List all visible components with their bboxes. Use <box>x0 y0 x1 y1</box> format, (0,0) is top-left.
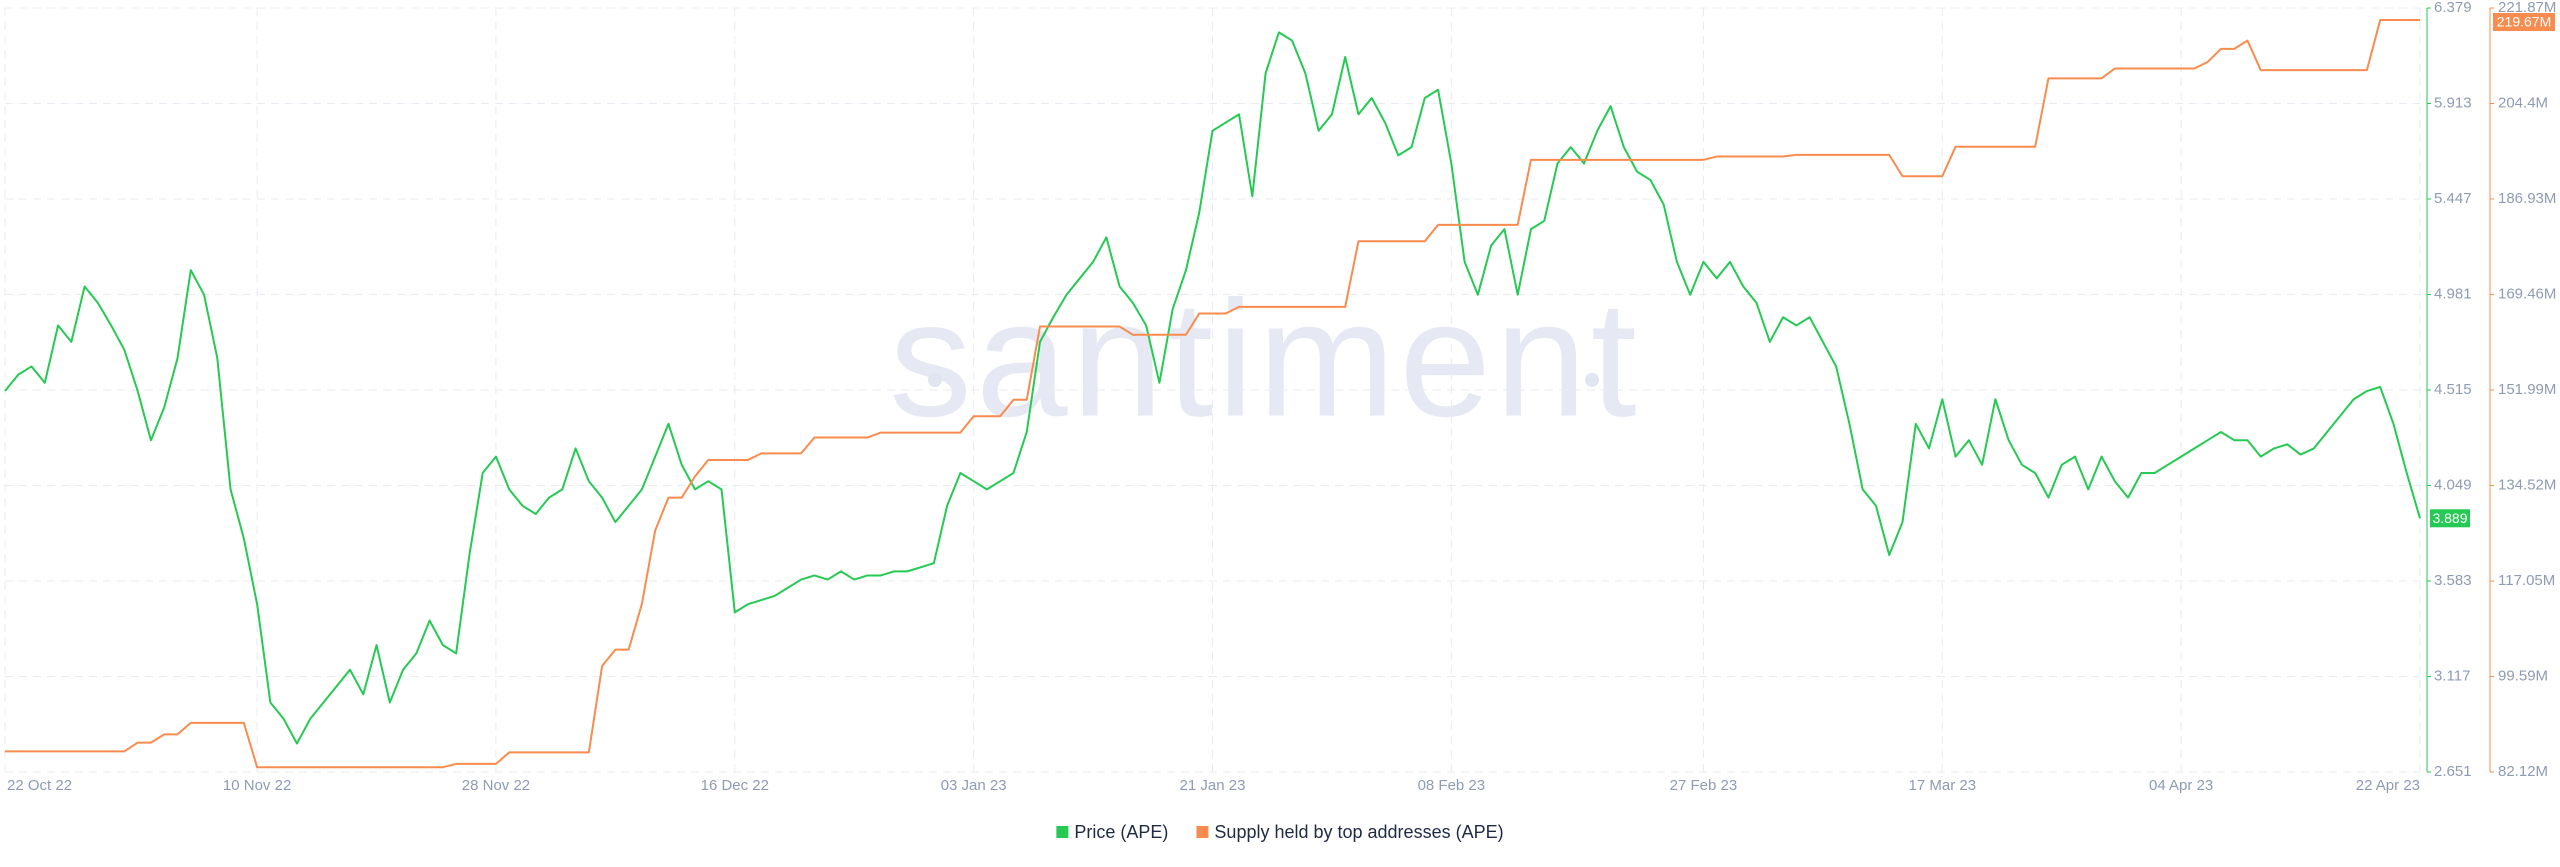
price-badge-label: 3.889 <box>2432 510 2467 526</box>
x-tick-label: 16 Dec 22 <box>701 777 769 794</box>
x-tick-label: 27 Feb 23 <box>1670 777 1738 794</box>
y-tick-label: 2.651 <box>2434 763 2472 780</box>
y2-tick-label: 134.52M <box>2498 477 2556 494</box>
watermark: santiment <box>889 267 1640 451</box>
price-badge <box>2430 509 2470 528</box>
y2-tick-label: 186.93M <box>2498 190 2556 207</box>
y-tick-label: 4.981 <box>2434 285 2472 302</box>
x-tick-label: 17 Mar 23 <box>1909 777 1977 794</box>
y-tick-label: 3.583 <box>2434 572 2472 589</box>
y-tick-label: 3.117 <box>2434 667 2470 684</box>
y2-tick-label: 99.59M <box>2498 667 2548 684</box>
x-tick-label: 04 Apr 23 <box>2149 777 2213 794</box>
legend-swatch <box>1196 826 1209 838</box>
series-line <box>5 19 2420 769</box>
x-tick-label: 08 Feb 23 <box>1418 777 1486 794</box>
y2-tick-label: 151.99M <box>2498 381 2556 398</box>
watermark-dot <box>1585 373 1599 387</box>
x-tick-label: 22 Apr 23 <box>2356 777 2420 794</box>
y-tick-label: 4.049 <box>2434 476 2472 493</box>
legend-label: Supply held by top addresses (APE) <box>1214 822 1503 842</box>
watermark-dot <box>928 373 942 387</box>
legend-label: Price (APE) <box>1074 822 1168 842</box>
x-tick-label: 28 Nov 22 <box>462 777 530 794</box>
x-tick-label: 10 Nov 22 <box>223 777 291 794</box>
y-tick-label: 5.913 <box>2434 94 2472 111</box>
y2-tick-label: 169.46M <box>2498 285 2556 302</box>
legend-swatch <box>1056 826 1069 838</box>
supply-badge-label: 219.67M <box>2497 14 2551 30</box>
y-tick-label: 5.447 <box>2434 190 2472 207</box>
y-tick-label: 6.379 <box>2434 0 2472 16</box>
y2-tick-label: 221.87M <box>2498 0 2556 16</box>
x-tick-label: 22 Oct 22 <box>7 777 72 794</box>
y2-tick-label: 204.4M <box>2498 94 2548 111</box>
x-tick-label: 03 Jan 23 <box>941 777 1007 794</box>
y2-tick-label: 117.05M <box>2498 572 2555 589</box>
supply-badge <box>2493 13 2555 31</box>
y2-tick-label: 82.12M <box>2498 763 2548 780</box>
series-line <box>4 31 2421 745</box>
y-tick-label: 4.515 <box>2434 381 2472 398</box>
x-tick-label: 21 Jan 23 <box>1180 777 1246 794</box>
